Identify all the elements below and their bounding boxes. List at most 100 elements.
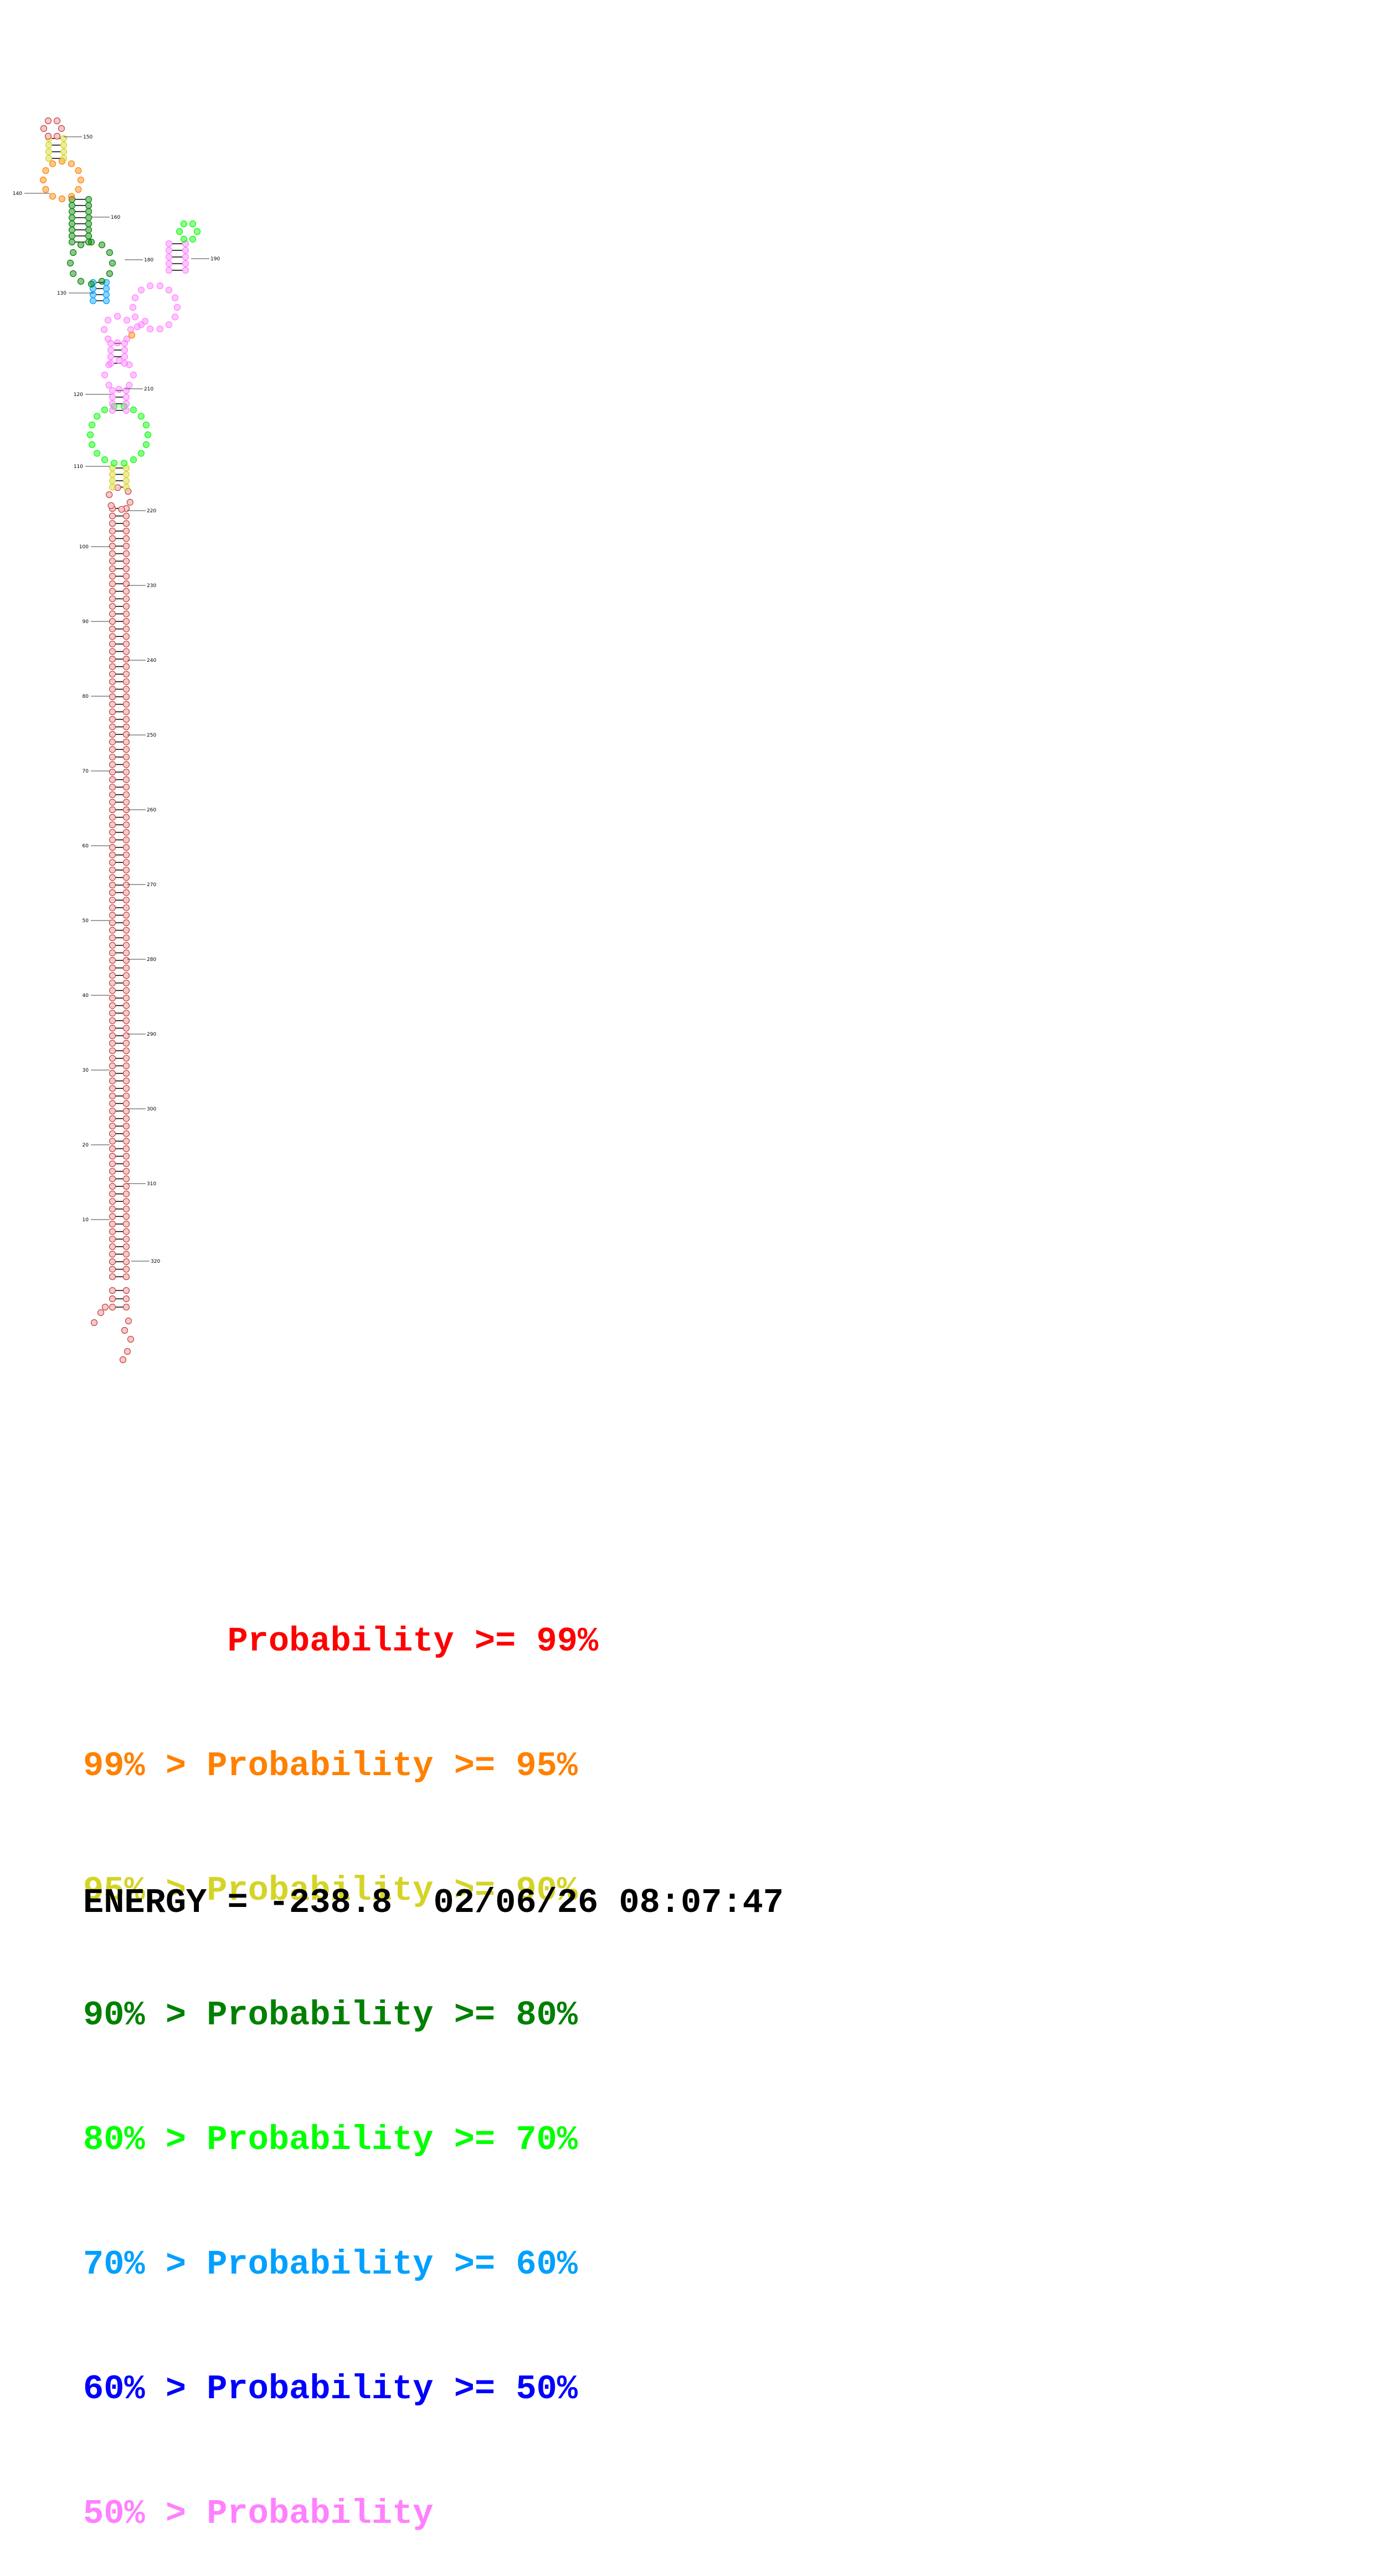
nucleotide bbox=[122, 1130, 130, 1137]
nucleotide bbox=[122, 512, 130, 520]
nucleotide bbox=[109, 640, 116, 647]
nucleotide bbox=[122, 746, 130, 753]
nucleotide bbox=[109, 1153, 116, 1160]
nucleotide bbox=[109, 1145, 116, 1153]
nucleotide bbox=[109, 1107, 116, 1115]
loop-nucleotide bbox=[176, 228, 183, 235]
nucleotide bbox=[122, 527, 130, 534]
position-label-50: 50 bbox=[83, 918, 89, 924]
nucleotide bbox=[109, 738, 116, 745]
nucleotide bbox=[60, 141, 68, 149]
nucleotide bbox=[122, 1040, 130, 1047]
position-label-240: 240 bbox=[147, 658, 156, 664]
position-label-130: 130 bbox=[57, 291, 66, 296]
nucleotide bbox=[109, 393, 116, 401]
loop-nucleotide bbox=[173, 304, 181, 311]
nucleotide bbox=[122, 776, 130, 783]
nucleotide bbox=[109, 701, 116, 708]
nucleotide bbox=[109, 1130, 116, 1137]
loop-nucleotide bbox=[118, 506, 125, 513]
nucleotide bbox=[122, 1198, 130, 1205]
loop-nucleotide bbox=[142, 441, 150, 448]
loop-nucleotide bbox=[53, 117, 61, 125]
legend-line-60-70: 70% > Probability >= 60% bbox=[83, 2245, 578, 2284]
nucleotide bbox=[122, 844, 130, 851]
position-label-230: 230 bbox=[147, 583, 156, 589]
nucleotide bbox=[109, 1182, 116, 1190]
nucleotide bbox=[109, 829, 116, 836]
nucleotide bbox=[122, 972, 130, 979]
loop-nucleotide bbox=[77, 241, 85, 249]
nucleotide bbox=[85, 214, 92, 222]
nucleotide bbox=[102, 285, 110, 292]
loop-nucleotide bbox=[131, 294, 139, 301]
nucleotide bbox=[109, 387, 116, 394]
loop-nucleotide bbox=[189, 220, 197, 228]
nucleotide bbox=[109, 761, 116, 768]
loop-nucleotide bbox=[49, 193, 56, 200]
nucleotide bbox=[109, 1168, 116, 1175]
nucleotide bbox=[97, 1309, 105, 1317]
nucleotide bbox=[122, 1213, 130, 1220]
nucleotide bbox=[109, 874, 116, 881]
nucleotide bbox=[182, 260, 189, 268]
loop-nucleotide bbox=[120, 460, 128, 467]
loop-nucleotide bbox=[130, 406, 137, 414]
nucleotide bbox=[122, 897, 130, 904]
loop-nucleotide bbox=[109, 259, 116, 267]
position-label-140: 140 bbox=[13, 191, 22, 197]
position-label-120: 120 bbox=[74, 392, 83, 398]
nucleotide bbox=[122, 1032, 130, 1040]
loop-nucleotide bbox=[89, 421, 96, 429]
nucleotide bbox=[45, 155, 53, 162]
loop-nucleotide bbox=[127, 326, 135, 333]
nucleotide bbox=[122, 1085, 130, 1092]
nucleotide bbox=[122, 1251, 130, 1258]
nucleotide bbox=[101, 1303, 109, 1311]
nucleotide bbox=[122, 836, 130, 844]
nucleotide bbox=[109, 859, 116, 866]
nucleotide bbox=[109, 407, 116, 414]
loop-nucleotide bbox=[171, 313, 179, 321]
nucleotide bbox=[109, 1198, 116, 1205]
nucleotide bbox=[109, 919, 116, 927]
position-label-280: 280 bbox=[147, 957, 156, 963]
position-ticks: 10 20 30 40 50 60 70 80 90 100 110 120 130 140 150 160 1… bbox=[13, 135, 220, 1264]
nucleotide bbox=[122, 799, 130, 806]
nucleotide bbox=[122, 731, 130, 738]
nucleotide bbox=[85, 238, 92, 246]
nucleotide bbox=[122, 1107, 130, 1115]
loop-nucleotide bbox=[104, 316, 112, 324]
nucleotide bbox=[109, 904, 116, 911]
loop-nucleotide bbox=[171, 294, 179, 301]
nucleotide bbox=[122, 1092, 130, 1099]
nucleotide bbox=[122, 1228, 130, 1235]
nucleotide bbox=[109, 889, 116, 896]
nucleotide bbox=[109, 1220, 116, 1228]
nucleotide bbox=[109, 1002, 116, 1009]
loop-nucleotide bbox=[44, 132, 52, 140]
loop-nucleotide bbox=[75, 167, 82, 174]
loop-nucleotide bbox=[42, 186, 49, 193]
loop-nucleotide bbox=[106, 249, 114, 256]
nucleotide bbox=[109, 1017, 116, 1024]
nucleotide bbox=[122, 542, 130, 550]
nucleotide bbox=[85, 196, 92, 203]
nucleotide bbox=[109, 1100, 116, 1107]
nucleotide bbox=[122, 1123, 130, 1130]
nucleotide bbox=[122, 1303, 130, 1311]
loop-nucleotide bbox=[106, 270, 114, 277]
loop-nucleotide bbox=[146, 282, 154, 290]
nucleotide bbox=[109, 851, 116, 858]
nucleotide bbox=[122, 1062, 130, 1070]
loop-nucleotide bbox=[131, 313, 139, 321]
loop-nucleotide bbox=[66, 259, 74, 267]
nucleotide bbox=[122, 558, 130, 565]
nucleotide bbox=[68, 202, 76, 209]
nucleotide bbox=[165, 253, 173, 261]
position-label-320: 320 bbox=[151, 1259, 160, 1264]
nucleotide bbox=[107, 346, 115, 354]
nucleotide bbox=[109, 400, 116, 408]
nucleotide bbox=[109, 1243, 116, 1250]
nucleotide bbox=[109, 1273, 116, 1281]
